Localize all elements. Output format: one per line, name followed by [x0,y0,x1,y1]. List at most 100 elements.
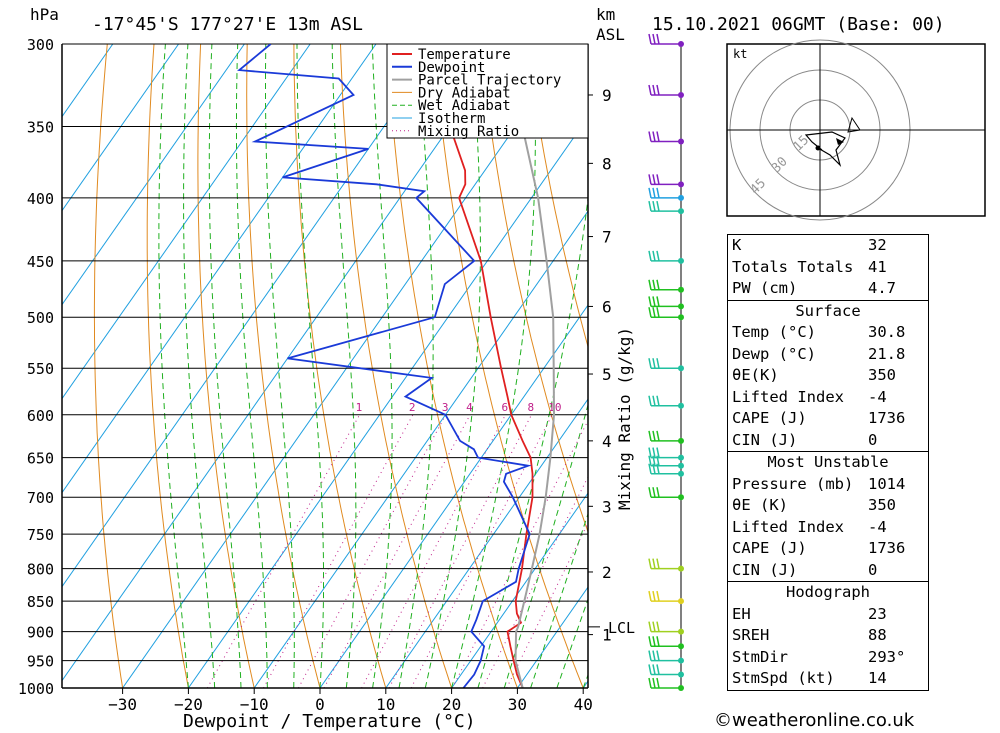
pressure-tick-label: 550 [27,360,54,378]
index-label: θE(K) [732,366,779,384]
index-value: 1736 [868,539,906,557]
isotherm-line [62,44,509,682]
x-axis-label: Dewpoint / Temperature (°C) [183,711,476,732]
km-unit: km [596,5,615,24]
isotherm-line [62,44,311,400]
wind-barb-dot [678,314,684,321]
wind-barb-dot [678,598,684,605]
wind-barb-flag [656,250,660,262]
wind-barb-flag [652,621,656,632]
wind-barb-flag [656,430,660,442]
isotherm-line [319,304,588,688]
temperature-tick-label: −20 [174,695,203,714]
index-value: 350 [868,496,896,514]
wind-barb-flag [648,650,652,661]
isotherm-line [62,44,114,118]
wind-barb-flag [652,590,656,602]
wind-barb-flag [652,636,656,647]
wind-barb-flag [648,296,652,307]
wind-barb-flag [652,677,656,689]
wind-barb-dot [678,685,684,691]
wind-barb-flag [652,307,656,318]
wind-barb-flag [656,558,660,569]
wind-barb-flag [652,296,656,307]
wind-barb-flag [648,447,652,458]
index-value: 88 [868,626,887,644]
index-value: -4 [868,387,887,406]
isotherm-line [451,492,588,688]
index-value: 1736 [868,409,906,427]
index-label: SREH [732,626,770,644]
index-row: SREH 88 [728,625,928,647]
wind-barb-dot [678,286,684,293]
wind-barb-dot [678,470,684,477]
pressure-tick-label: 450 [27,253,54,271]
wind-barb-flag [656,33,660,45]
km-tick-label: 5 [602,365,612,384]
wind-barb-flag [652,558,656,569]
km-tick-label: 6 [602,297,612,316]
lcl-label: LCL [608,619,635,637]
wind-barb-dot [678,565,684,572]
hodograph-marker [836,138,844,145]
wind-barb-flag [656,487,660,498]
wet-adiabat-line [183,44,216,688]
wind-barb-flag [648,395,652,406]
temperature-line [427,44,534,688]
pressure-tick-label: 950 [27,653,54,671]
index-value: 1014 [868,474,906,493]
index-value: 41 [868,257,887,276]
wind-barb-flag [656,590,660,602]
indices-table: K 32 Totals Totals 41 PW (cm) 4.7 Surface Temp … [727,234,929,691]
index-value: 23 [868,604,887,623]
mixing-ratio-line [297,414,447,688]
parcel-trajectory-line [506,44,556,688]
profiles [237,44,556,688]
wind-barb-flag [652,250,656,262]
index-label: CAPE (J) [732,539,807,557]
wind-barb-flag [648,664,652,675]
index-label: θE (K) [732,496,788,514]
index-section-title: Most Unstable [728,451,928,474]
wind-barb-flag [648,358,652,369]
km-tick-label: 8 [602,154,612,173]
wind-barb-flag [652,430,656,442]
wind-barb-flag [656,174,660,185]
wind-barb-flag [652,447,656,458]
pressure-lines: 300 350 400 450 500 550 600 650 700 750 800 850 900 9… [18,36,588,698]
index-value: 0 [868,560,878,579]
wind-barb-flag [648,84,652,96]
isotherm-line [62,44,245,306]
isotherm-line [62,44,443,588]
index-label: CIN (J) [732,430,798,449]
index-label: EH [732,604,751,623]
pressure-tick-label: 900 [27,624,54,642]
wind-barb-dot [678,657,684,664]
temperature-tick-label: 40 [574,695,593,714]
index-value: 4.7 [868,279,896,297]
wind-barb-dot [678,365,684,372]
dry-adiabat-line [93,44,124,688]
wet-adiabat-line [208,44,242,688]
wind-barb-flag [656,463,660,474]
temperature-tick-label: 20 [442,695,461,714]
pressure-tick-label: 300 [27,36,54,54]
footer-credit: ©weatheronline.co.uk [714,710,915,731]
pressure-tick-label: 650 [27,450,54,468]
dry-adiabat-line [526,44,588,349]
index-value: 14 [868,669,887,687]
wind-barb-flag [656,650,660,661]
hodograph-storm-dot [815,145,821,151]
wind-barb-flag [656,447,660,458]
wind-barb-flag [656,664,660,675]
wind-barb-flag [656,621,660,632]
wind-barb-flag [652,395,656,406]
index-label: Pressure (mb) [732,474,854,493]
wet-adiabat-line [371,44,393,688]
index-row: Lifted Index -4 [728,387,928,409]
pressure-tick-label: 350 [27,118,54,136]
index-row: EH 23 [728,604,928,626]
index-value: -4 [868,517,887,536]
wind-barb-flag [656,677,660,689]
